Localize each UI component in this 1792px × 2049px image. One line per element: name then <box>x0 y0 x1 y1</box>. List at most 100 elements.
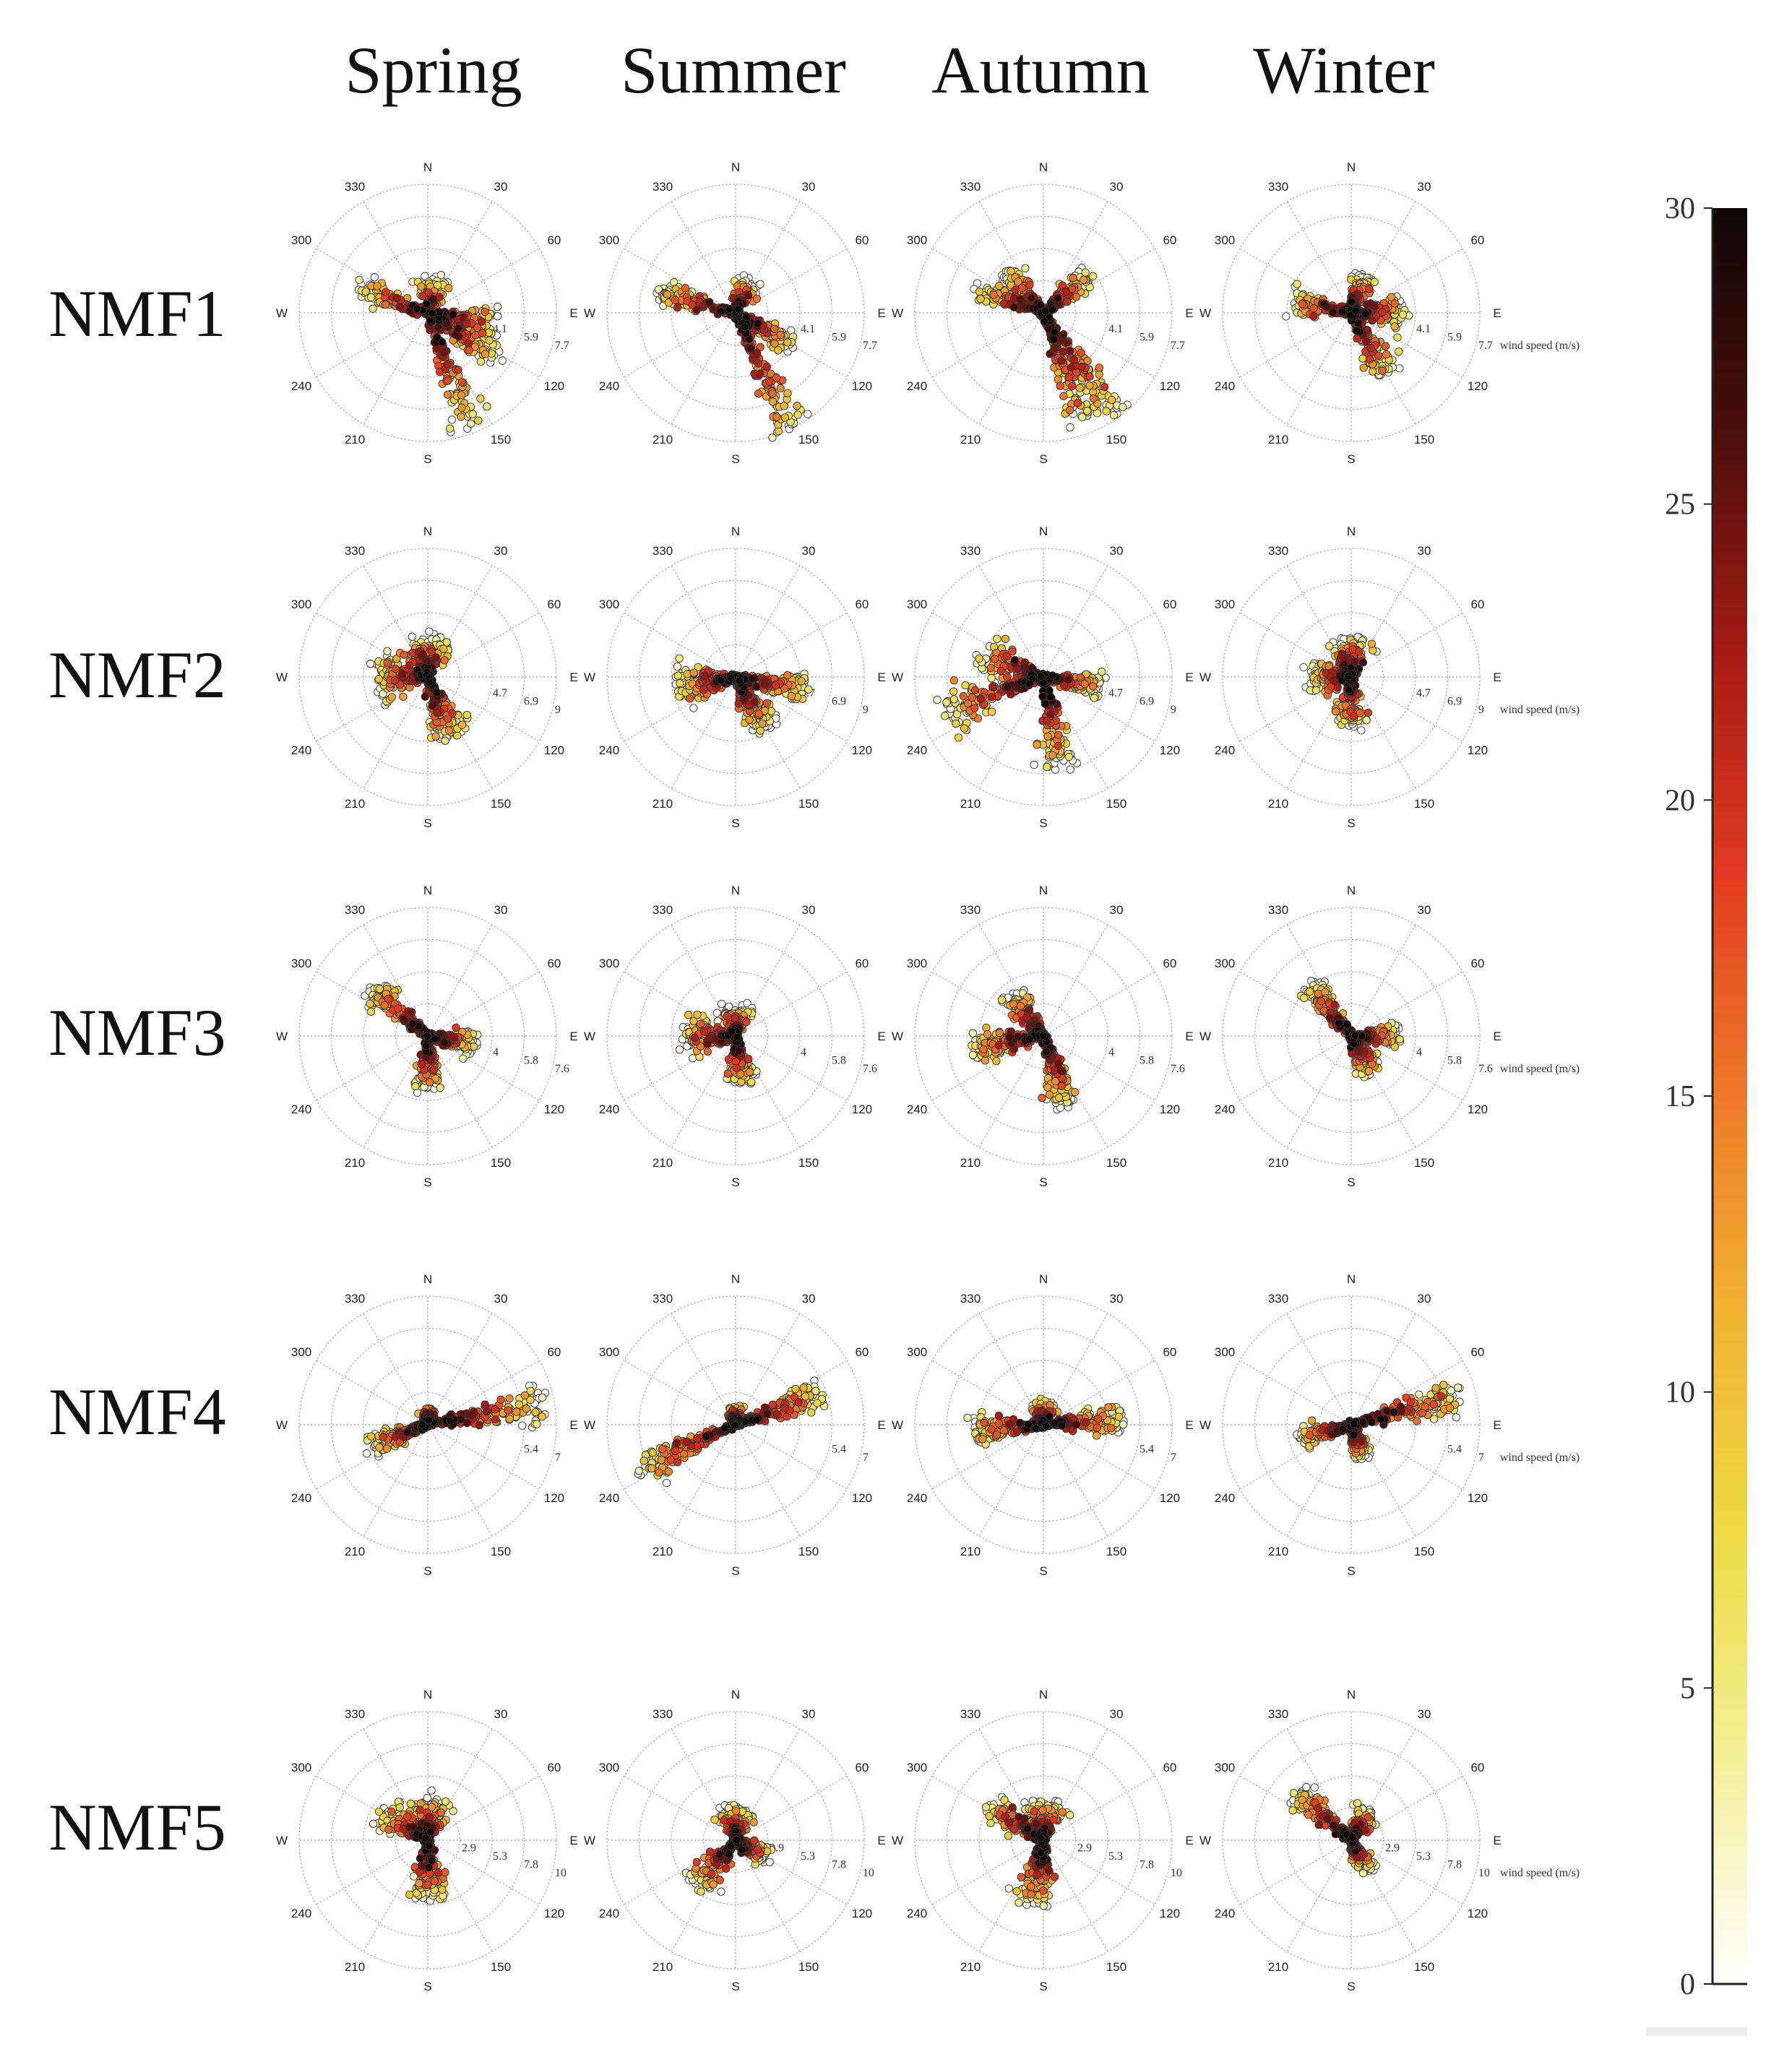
data-point <box>1357 726 1366 735</box>
data-point <box>464 339 473 348</box>
data-point <box>940 712 949 720</box>
direction-label: W <box>276 1030 288 1043</box>
direction-label: W <box>1199 670 1211 684</box>
data-point <box>421 272 429 280</box>
data-point <box>1025 679 1034 688</box>
speed-ring-label: 4.1 <box>801 323 815 335</box>
direction-label: W <box>584 670 595 684</box>
data-point <box>1077 348 1085 358</box>
data-point <box>1345 686 1353 694</box>
data-point <box>493 303 502 311</box>
scatter-points <box>970 264 1132 432</box>
data-point <box>446 424 455 433</box>
data-point <box>440 656 449 665</box>
data-point <box>1033 741 1041 749</box>
data-point <box>1109 410 1119 420</box>
row-label-nmf4: NMF4 <box>48 1375 225 1449</box>
data-point <box>1119 402 1127 412</box>
direction-label: N <box>423 884 432 897</box>
data-point <box>440 1038 449 1047</box>
data-point <box>727 674 736 683</box>
data-point <box>473 323 482 332</box>
data-point <box>1066 423 1074 432</box>
data-point <box>1056 381 1064 390</box>
direction-label: 210 <box>1268 797 1288 811</box>
direction-label: 210 <box>960 797 981 811</box>
data-point <box>413 304 421 314</box>
data-point <box>392 294 401 303</box>
data-point <box>1002 652 1011 661</box>
data-point <box>383 658 392 668</box>
data-point <box>462 710 471 720</box>
data-point <box>444 284 453 293</box>
speed-ring <box>330 215 525 410</box>
direction-label: W <box>584 306 595 320</box>
data-point <box>1010 656 1020 665</box>
data-point <box>1067 363 1075 372</box>
speed-ring-label: 5.8 <box>524 1055 538 1067</box>
data-point <box>996 667 1005 676</box>
data-point <box>750 697 759 707</box>
direction-label: S <box>1039 816 1047 830</box>
direction-label: S <box>731 816 739 830</box>
data-point <box>1088 682 1098 691</box>
data-point <box>1354 647 1364 656</box>
data-point <box>477 317 486 326</box>
data-point <box>774 346 783 355</box>
direction-label: 60 <box>1163 233 1176 247</box>
data-point <box>952 719 960 728</box>
data-point <box>493 312 502 321</box>
data-point <box>1041 699 1050 709</box>
direction-label: 300 <box>291 957 311 970</box>
direction-label: 300 <box>1215 233 1235 247</box>
data-point <box>681 284 690 293</box>
direction-label: E <box>877 670 885 684</box>
direction-label: 330 <box>1268 544 1288 558</box>
data-point <box>429 1066 439 1074</box>
data-point <box>366 1007 376 1016</box>
direction-spoke <box>1239 312 1352 378</box>
data-point <box>1048 751 1057 759</box>
direction-label: 240 <box>1215 743 1235 757</box>
data-point <box>1011 285 1020 294</box>
data-point <box>754 389 763 398</box>
direction-label: S <box>423 452 431 466</box>
data-point <box>1046 709 1055 719</box>
direction-label: N <box>731 525 740 538</box>
data-point <box>752 294 762 303</box>
data-point <box>418 650 427 659</box>
direction-label: 150 <box>491 797 511 811</box>
data-point <box>428 295 438 303</box>
speed-ring <box>298 184 557 442</box>
data-point <box>468 410 477 418</box>
data-point <box>423 1032 431 1040</box>
direction-label: W <box>892 670 903 684</box>
direction-label: 60 <box>1163 598 1176 611</box>
direction-label: 30 <box>1110 180 1124 194</box>
speed-ring-label: 7.7 <box>1478 340 1493 352</box>
data-point <box>1095 370 1103 379</box>
data-point <box>1381 342 1390 350</box>
data-point <box>760 676 769 685</box>
data-point <box>1382 350 1391 359</box>
data-point <box>418 292 427 301</box>
data-point <box>762 699 772 707</box>
direction-label: 300 <box>907 233 927 247</box>
data-point <box>1298 299 1306 309</box>
data-point <box>1361 309 1370 318</box>
data-point <box>780 413 789 422</box>
data-point <box>428 702 437 710</box>
data-point <box>758 719 767 728</box>
data-point <box>476 357 486 366</box>
data-point <box>422 300 431 309</box>
data-point <box>949 687 958 696</box>
data-point <box>663 290 672 299</box>
direction-label: 300 <box>599 598 619 611</box>
data-point <box>1282 312 1291 321</box>
data-point <box>1030 760 1038 769</box>
data-point <box>1009 303 1019 311</box>
direction-label: 330 <box>960 180 981 194</box>
